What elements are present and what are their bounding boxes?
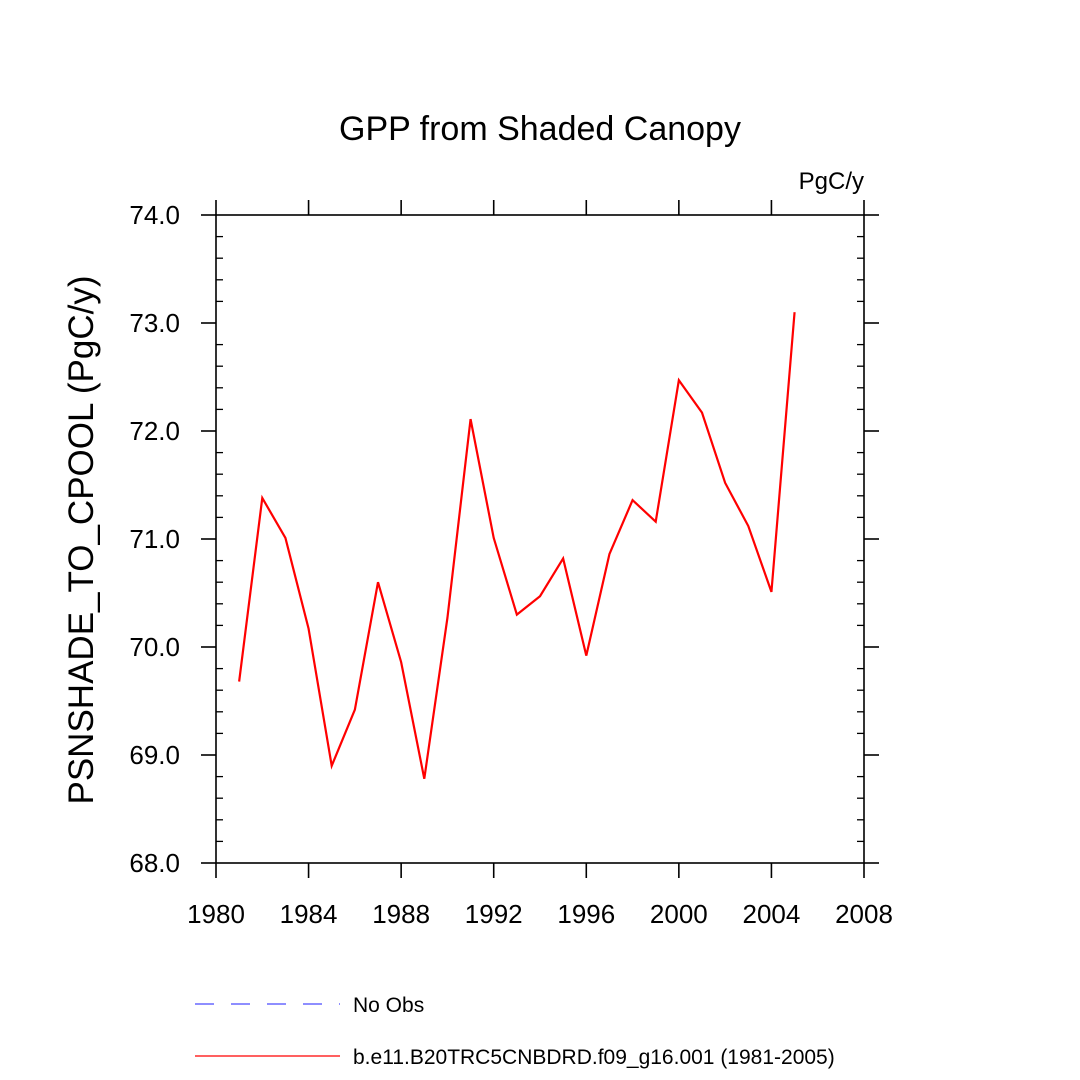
x-tick-label: 1996 — [557, 899, 615, 929]
x-tick-label: 2004 — [743, 899, 801, 929]
y-tick-label: 68.0 — [129, 848, 180, 878]
y-tick-label: 74.0 — [129, 200, 180, 230]
legend-label: b.e11.B20TRC5CNBDRD.f09_g16.001 (1981-20… — [353, 1046, 835, 1069]
legend: No Obs b.e11.B20TRC5CNBDRD.f09_g16.001 (1… — [195, 994, 835, 1069]
units-label: PgC/y — [799, 168, 864, 195]
x-tick-label: 1988 — [372, 899, 430, 929]
x-tick-label: 1992 — [465, 899, 523, 929]
chart-title: GPP from Shaded Canopy — [339, 110, 741, 148]
y-tick-label: 73.0 — [129, 308, 180, 338]
y-axis-label: PSNSHADE_TO_CPOOL (PgC/y) — [62, 275, 101, 804]
y-tick-label: 69.0 — [129, 740, 180, 770]
x-tick-label: 2000 — [650, 899, 708, 929]
x-tick-label: 1980 — [187, 899, 245, 929]
ticks-layer: 1980 1984 1988 1992 1996 2000 2004 2008 68.0 69.0… — [129, 200, 893, 929]
legend-label: No Obs — [353, 994, 424, 1017]
x-tick-label: 1984 — [280, 899, 338, 929]
plot-layer — [238, 312, 796, 779]
y-tick-label: 72.0 — [129, 416, 180, 446]
x-tick-label: 2008 — [835, 899, 893, 929]
series-line — [238, 312, 796, 779]
plot-frame — [215, 214, 865, 864]
y-tick-label: 71.0 — [129, 524, 180, 554]
y-tick-label: 70.0 — [129, 632, 180, 662]
